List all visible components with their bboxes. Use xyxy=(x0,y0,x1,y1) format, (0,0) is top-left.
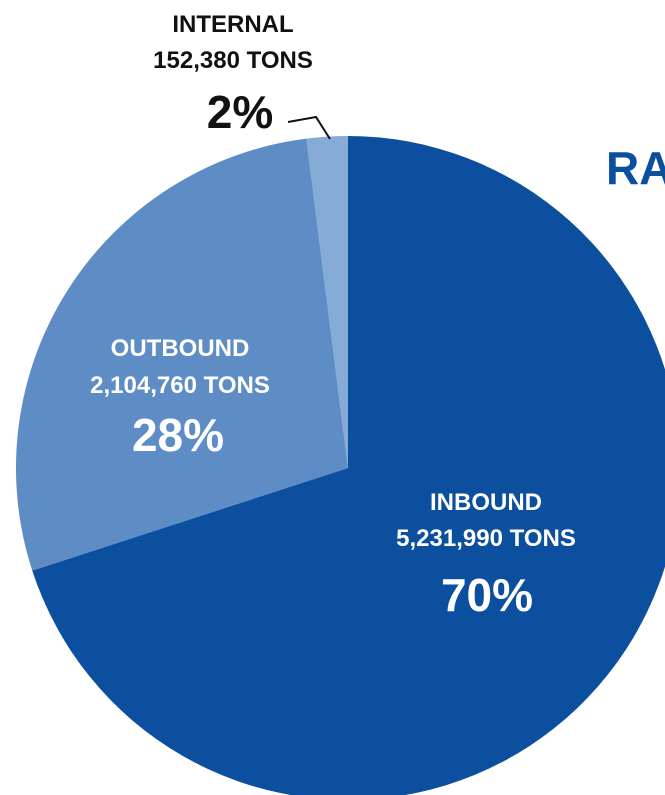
slice-percent-label: 28% xyxy=(132,409,224,461)
pie-slice-inbound xyxy=(32,136,665,795)
slice-label-outbound: OUTBOUND 2,104,760 TONS 28% xyxy=(90,335,270,461)
slice-tons-label: 5,231,990 TONS xyxy=(396,525,576,552)
slice-name-label: INBOUND xyxy=(430,489,542,516)
slices-layer xyxy=(15,136,665,795)
slice-percent-label: 2% xyxy=(207,86,273,138)
pie-slice-outbound xyxy=(15,138,348,571)
pie-slice-internal xyxy=(306,136,348,468)
slice-name-label: INTERNAL xyxy=(172,11,293,38)
slice-label-inbound: INBOUND 5,231,990 TONS 70% xyxy=(396,489,576,621)
slice-tons-label: 2,104,760 TONS xyxy=(90,372,270,399)
slice-percent-label: 70% xyxy=(441,569,533,621)
slice-name-label: OUTBOUND xyxy=(111,335,250,362)
chart-title-fragment: RA xyxy=(606,142,665,194)
slice-tons-label: 152,380 TONS xyxy=(153,47,313,74)
internal-leader-line xyxy=(287,115,331,140)
slice-label-internal: INTERNAL 152,380 TONS 2% xyxy=(153,11,313,138)
